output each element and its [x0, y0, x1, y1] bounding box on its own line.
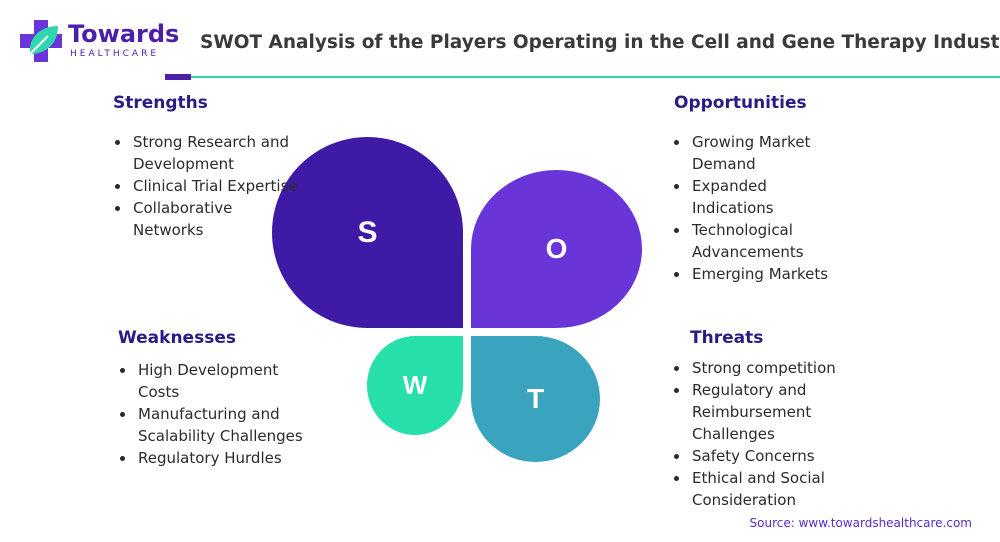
divider	[191, 76, 1000, 78]
item: Technological Advancements	[690, 219, 850, 263]
item: Regulatory and Reimbursement Challenges	[690, 379, 855, 445]
item: Growing Market Demand	[690, 131, 850, 175]
item: Expanded Indications	[690, 175, 850, 219]
petal-o: O	[471, 170, 642, 328]
item-list: Strong Research and DevelopmentClinical …	[113, 131, 301, 241]
quadrant-title: Strengths	[113, 93, 208, 113]
petal-w: W	[367, 336, 463, 435]
item: Strong competition	[690, 357, 855, 379]
item: Manufacturing and Scalability Challenges	[136, 403, 306, 447]
petal-s: S	[272, 137, 463, 328]
quadrant-title: Opportunities	[674, 93, 807, 113]
item: High Development Costs	[136, 359, 306, 403]
item: Regulatory Hurdles	[136, 447, 306, 469]
logo-icon	[20, 20, 62, 62]
item: Strong Research and Development	[131, 131, 301, 175]
item-list: Growing Market DemandExpanded Indication…	[672, 131, 850, 285]
logo-name: Towards	[68, 20, 180, 48]
source: Source: www.towardshealthcare.com	[749, 516, 972, 530]
logo-sub: HEALTHCARE	[70, 49, 160, 59]
petal-t: T	[471, 336, 600, 462]
page-title: SWOT Analysis of the Players Operating i…	[200, 32, 1000, 53]
item-list: Strong competitionRegulatory and Reimbur…	[672, 357, 855, 511]
divider-accent	[165, 74, 191, 80]
item: Clinical Trial Expertise	[131, 175, 301, 197]
quadrant-title: Threats	[690, 328, 764, 348]
item: Collaborative Networks	[131, 197, 301, 241]
item: Safety Concerns	[690, 445, 855, 467]
item: Ethical and Social Consideration	[690, 467, 855, 511]
quadrant-title: Weaknesses	[118, 328, 236, 348]
item: Emerging Markets	[690, 263, 850, 285]
item-list: High Development CostsManufacturing and …	[118, 359, 306, 469]
